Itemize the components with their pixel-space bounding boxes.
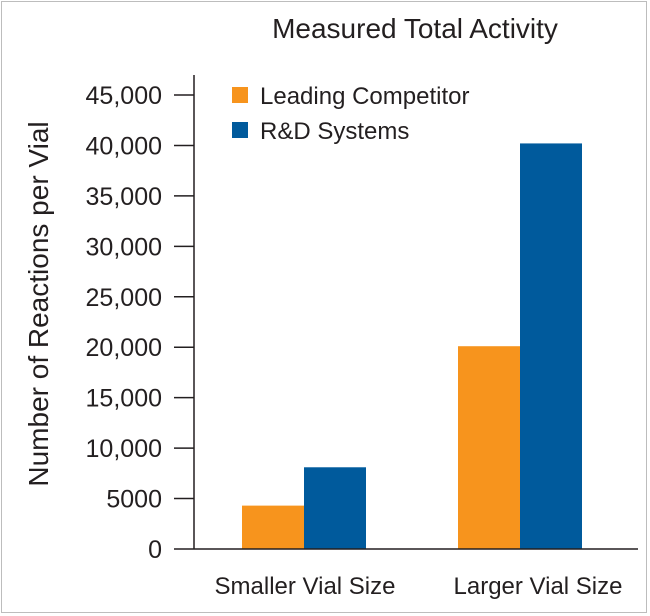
bar-rnd-systems-larger: [520, 143, 582, 549]
y-tick-label: 5000: [106, 486, 162, 514]
bar-leading-competitor-larger: [458, 346, 520, 549]
y-tick-label: 35,000: [86, 183, 162, 211]
bars: [242, 143, 582, 549]
x-category-label: Smaller Vial Size: [215, 573, 396, 600]
legend: Leading Competitor R&D Systems: [232, 83, 469, 145]
legend-swatch: [232, 122, 248, 138]
y-tick-label: 40,000: [86, 132, 162, 160]
y-tick-label: 20,000: [86, 334, 162, 362]
y-axis-label: Number of Reactions per Vial: [23, 121, 54, 486]
legend-label: Leading Competitor: [260, 83, 469, 110]
x-category-label: Larger Vial Size: [454, 573, 623, 600]
chart-title: Measured Total Activity: [272, 13, 558, 44]
y-tick-label: 25,000: [86, 284, 162, 312]
y-tick-label: 45,000: [86, 82, 162, 110]
x-axis-labels: Smaller Vial Size Larger Vial Size: [215, 573, 623, 600]
y-tick-label: 30,000: [86, 233, 162, 261]
y-tick-label: 10,000: [86, 435, 162, 463]
y-axis-ticks: 0 5000 10,000 15,000 20,000 25,000 30,000 35,00…: [86, 82, 194, 564]
legend-swatch: [232, 87, 248, 103]
legend-label: R&D Systems: [260, 118, 409, 145]
bar-rnd-systems-smaller: [304, 467, 366, 549]
y-tick-label: 0: [148, 536, 162, 564]
y-tick-label: 15,000: [86, 385, 162, 413]
bar-leading-competitor-smaller: [242, 505, 304, 549]
